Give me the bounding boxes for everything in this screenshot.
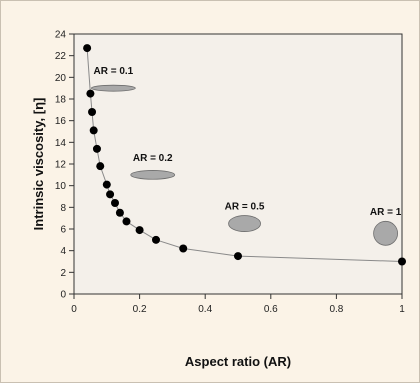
data-point [102,180,111,189]
data-point [115,208,124,217]
data-point [96,162,105,171]
y-tick-label: 12 [55,160,67,171]
x-axis-title: Aspect ratio (AR) [185,354,291,369]
data-point [179,244,188,253]
data-point [92,144,101,153]
y-tick-label: 2 [60,268,66,279]
annotation-label: AR = 1 [370,207,402,218]
x-tick-label: 0.2 [133,304,147,315]
series-layer [83,44,406,266]
y-tick-label: 18 [55,95,67,106]
aspect-ratio-ellipse [373,220,399,246]
data-point [398,257,406,266]
y-tick-label: 22 [55,51,67,62]
x-tick-label: 0.4 [198,304,212,315]
annotation-label: AR = 0.2 [133,153,173,164]
data-point [86,89,95,98]
data-point [111,199,119,207]
y-tick-label: 20 [55,73,67,84]
aspect-ratio-ellipse [228,215,261,232]
y-tick-label: 24 [55,30,67,41]
x-tick-label: 0.6 [264,304,278,315]
data-point [152,235,160,244]
annotation-layer: AR = 0.1 AR = 0.2 AR = 0.5 AR = 1 [90,66,402,246]
data-point [135,226,144,235]
annotation-label: AR = 0.1 [93,66,133,77]
fit-curve [86,48,403,262]
y-tick-label: 4 [60,246,66,257]
data-point [122,217,131,226]
x-tick-label: 0.8 [329,304,343,315]
annotation-label: AR = 0.5 [225,202,265,213]
data-point [106,190,115,199]
aspect-ratio-ellipse [90,84,136,92]
y-tick-label: 16 [55,116,67,127]
y-tick-label: 14 [55,138,67,149]
y-tick-label: 8 [60,203,66,214]
aspect-ratio-ellipse [130,170,176,180]
x-tick-label: 1 [399,304,405,315]
data-point [83,44,92,53]
data-point [234,252,242,261]
data-point [88,108,97,116]
data-point [89,126,98,135]
y-tick-label: 10 [55,181,67,192]
x-tick-label: 0 [71,304,77,315]
y-tick-label: 0 [60,290,66,301]
plot-area [73,33,403,295]
y-tick-label: 6 [60,225,66,236]
y-axis-title: Intrinsic viscosity, [η] [31,98,46,231]
